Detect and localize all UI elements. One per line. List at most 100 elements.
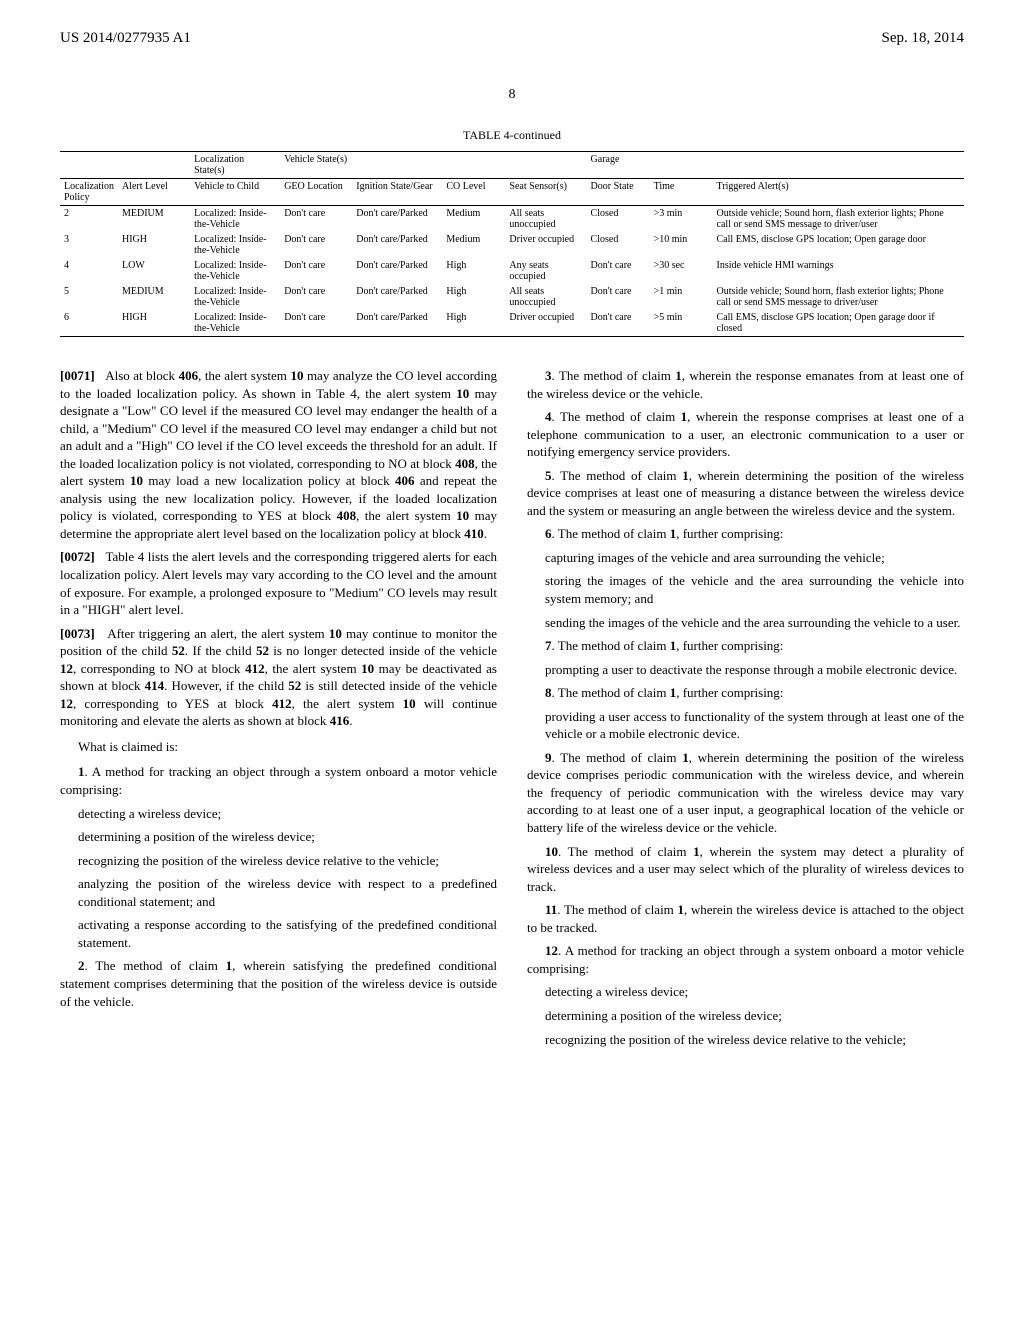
table-cell: 5 bbox=[60, 284, 118, 310]
table-row: 5MEDIUMLocalized: Inside-the-VehicleDon'… bbox=[60, 284, 964, 310]
table-cell: Outside vehicle; Sound horn, flash exter… bbox=[713, 206, 964, 233]
table-cell: Localized: Inside-the-Vehicle bbox=[190, 258, 280, 284]
table-cell: Medium bbox=[442, 206, 505, 233]
table-cell: Don't care bbox=[280, 258, 352, 284]
table-cell: Localized: Inside-the-Vehicle bbox=[190, 284, 280, 310]
table-cell: Don't care bbox=[587, 258, 650, 284]
col-header: Seat Sensor(s) bbox=[505, 179, 586, 206]
claim-item: providing a user access to functionality… bbox=[527, 708, 964, 743]
table-cell: >30 sec bbox=[650, 258, 713, 284]
table-cell: Don't care bbox=[280, 310, 352, 337]
table-cell: LOW bbox=[118, 258, 190, 284]
table-cell: 6 bbox=[60, 310, 118, 337]
table-cell: All seats unoccupied bbox=[505, 206, 586, 233]
table-cell: Closed bbox=[587, 206, 650, 233]
para-num: [0072] bbox=[60, 549, 95, 564]
paragraph-0073: [0073] After triggering an alert, the al… bbox=[60, 625, 497, 730]
claim-5: 5. The method of claim 1, wherein determ… bbox=[527, 467, 964, 520]
table-cell: Medium bbox=[442, 232, 505, 258]
table-cell: Don't care/Parked bbox=[352, 310, 442, 337]
table-cell: >5 min bbox=[650, 310, 713, 337]
claim-item: storing the images of the vehicle and th… bbox=[527, 572, 964, 607]
claim-item: prompting a user to deactivate the respo… bbox=[527, 661, 964, 679]
table-cell: Localized: Inside-the-Vehicle bbox=[190, 206, 280, 233]
col-header: Triggered Alert(s) bbox=[713, 179, 964, 206]
table-cell: Closed bbox=[587, 232, 650, 258]
table-cell: Call EMS, disclose GPS location; Open ga… bbox=[713, 232, 964, 258]
claim-7-lead: 7. The method of claim 1, further compri… bbox=[527, 637, 964, 655]
table-cell: Driver occupied bbox=[505, 232, 586, 258]
patent-date: Sep. 18, 2014 bbox=[882, 30, 965, 47]
claim-10: 10. The method of claim 1, wherein the s… bbox=[527, 843, 964, 896]
para-num: [0073] bbox=[60, 626, 95, 641]
left-column: [0071] Also at block 406, the alert syst… bbox=[60, 367, 497, 1054]
table-cell: Don't care bbox=[587, 284, 650, 310]
two-column-body: [0071] Also at block 406, the alert syst… bbox=[60, 367, 964, 1054]
table-cell: Don't care bbox=[587, 310, 650, 337]
table-cell: HIGH bbox=[118, 310, 190, 337]
table-cell: Don't care/Parked bbox=[352, 258, 442, 284]
claim-11: 11. The method of claim 1, wherein the w… bbox=[527, 901, 964, 936]
group-header: Garage bbox=[587, 152, 713, 179]
claim-4: 4. The method of claim 1, wherein the re… bbox=[527, 408, 964, 461]
table-cell: HIGH bbox=[118, 232, 190, 258]
table-cell: 4 bbox=[60, 258, 118, 284]
table-cell: >10 min bbox=[650, 232, 713, 258]
claim-item: recognizing the position of the wireless… bbox=[60, 852, 497, 870]
table-cell: Don't care bbox=[280, 284, 352, 310]
claim-item: sending the images of the vehicle and th… bbox=[527, 614, 964, 632]
table-cell: Don't care/Parked bbox=[352, 206, 442, 233]
table-cell: Don't care bbox=[280, 232, 352, 258]
table-cell: Driver occupied bbox=[505, 310, 586, 337]
col-header: CO Level bbox=[442, 179, 505, 206]
claim-item: determining a position of the wireless d… bbox=[527, 1007, 964, 1025]
claim-2: 2. The method of claim 1, wherein satisf… bbox=[60, 957, 497, 1010]
table-cell: Don't care/Parked bbox=[352, 232, 442, 258]
table-row: 6HIGHLocalized: Inside-the-VehicleDon't … bbox=[60, 310, 964, 337]
table-cell: High bbox=[442, 310, 505, 337]
right-column: 3. The method of claim 1, wherein the re… bbox=[527, 367, 964, 1054]
claim-item: activating a response according to the s… bbox=[60, 916, 497, 951]
claim-6-lead: 6. The method of claim 1, further compri… bbox=[527, 525, 964, 543]
table-cell: >1 min bbox=[650, 284, 713, 310]
para-num: [0071] bbox=[60, 368, 95, 383]
paragraph-0071: [0071] Also at block 406, the alert syst… bbox=[60, 367, 497, 542]
table-cell: 3 bbox=[60, 232, 118, 258]
table-row: 4LOWLocalized: Inside-the-VehicleDon't c… bbox=[60, 258, 964, 284]
para-text: Table 4 lists the alert levels and the c… bbox=[60, 549, 497, 617]
table-cell: MEDIUM bbox=[118, 284, 190, 310]
para-text: After triggering an alert, the alert sys… bbox=[60, 626, 497, 729]
table-cell: Inside vehicle HMI warnings bbox=[713, 258, 964, 284]
claim-1-lead: 1. A method for tracking an object throu… bbox=[60, 763, 497, 798]
claims-header: What is claimed is: bbox=[60, 738, 497, 756]
table-cell: 2 bbox=[60, 206, 118, 233]
claim-item: detecting a wireless device; bbox=[60, 805, 497, 823]
paragraph-0072: [0072] Table 4 lists the alert levels an… bbox=[60, 548, 497, 618]
col-header: Ignition State/Gear bbox=[352, 179, 442, 206]
col-header: GEO Location bbox=[280, 179, 352, 206]
table-cell: Localized: Inside-the-Vehicle bbox=[190, 310, 280, 337]
claim-item: determining a position of the wireless d… bbox=[60, 828, 497, 846]
page-header: US 2014/0277935 A1 Sep. 18, 2014 bbox=[60, 30, 964, 47]
table-cell: Any seats occupied bbox=[505, 258, 586, 284]
table-cell: >3 min bbox=[650, 206, 713, 233]
col-header: Alert Level bbox=[118, 179, 190, 206]
claim-12-lead: 12. A method for tracking an object thro… bbox=[527, 942, 964, 977]
claim-item: recognizing the position of the wireless… bbox=[527, 1031, 964, 1049]
col-header: Time bbox=[650, 179, 713, 206]
table-cell: High bbox=[442, 284, 505, 310]
group-header: Vehicle State(s) bbox=[280, 152, 586, 179]
group-header: Localization State(s) bbox=[190, 152, 280, 179]
table-row: 2MEDIUMLocalized: Inside-the-VehicleDon'… bbox=[60, 206, 964, 233]
claim-3: 3. The method of claim 1, wherein the re… bbox=[527, 367, 964, 402]
patent-number: US 2014/0277935 A1 bbox=[60, 30, 191, 47]
page-number: 8 bbox=[60, 87, 964, 103]
policy-table: Localization State(s) Vehicle State(s) G… bbox=[60, 151, 964, 337]
table-caption: TABLE 4-continued bbox=[60, 128, 964, 143]
claim-item: capturing images of the vehicle and area… bbox=[527, 549, 964, 567]
claim-item: detecting a wireless device; bbox=[527, 983, 964, 1001]
table-cell: Don't care/Parked bbox=[352, 284, 442, 310]
table-cell: Outside vehicle; Sound horn, flash exter… bbox=[713, 284, 964, 310]
table-cell: High bbox=[442, 258, 505, 284]
col-header: Vehicle to Child bbox=[190, 179, 280, 206]
